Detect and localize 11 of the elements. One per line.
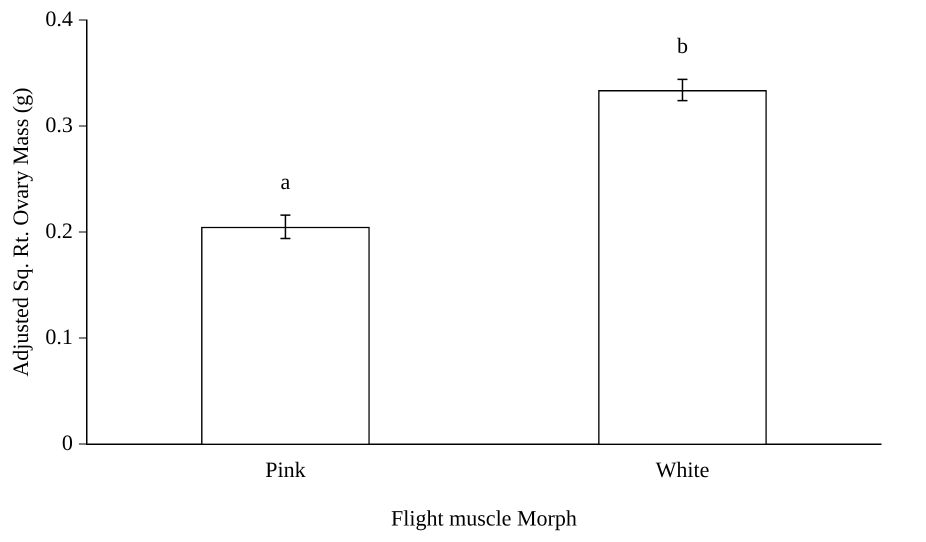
y-tick-label: 0.3 (45, 112, 73, 137)
y-tick-label: 0.2 (45, 218, 73, 243)
y-tick-label: 0 (62, 430, 73, 455)
y-tick-label: 0.4 (45, 6, 73, 31)
annotation: a (280, 168, 291, 194)
y-tick-label: 0.1 (45, 324, 73, 349)
x-axis-title: Flight muscle Morph (391, 506, 577, 531)
x-tick-label: White (656, 457, 710, 482)
annotation: b (676, 33, 688, 58)
y-axis-title: Adjusted Sq. Rt. Ovary Mass (g) (8, 88, 33, 377)
x-tick-label: Pink (265, 457, 306, 482)
